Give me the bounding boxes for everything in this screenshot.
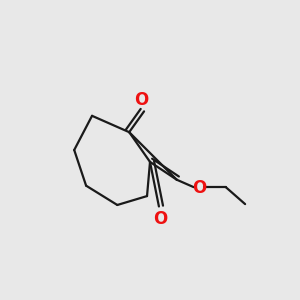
Text: O: O (153, 210, 167, 228)
Text: O: O (134, 91, 148, 109)
Text: O: O (192, 179, 206, 197)
